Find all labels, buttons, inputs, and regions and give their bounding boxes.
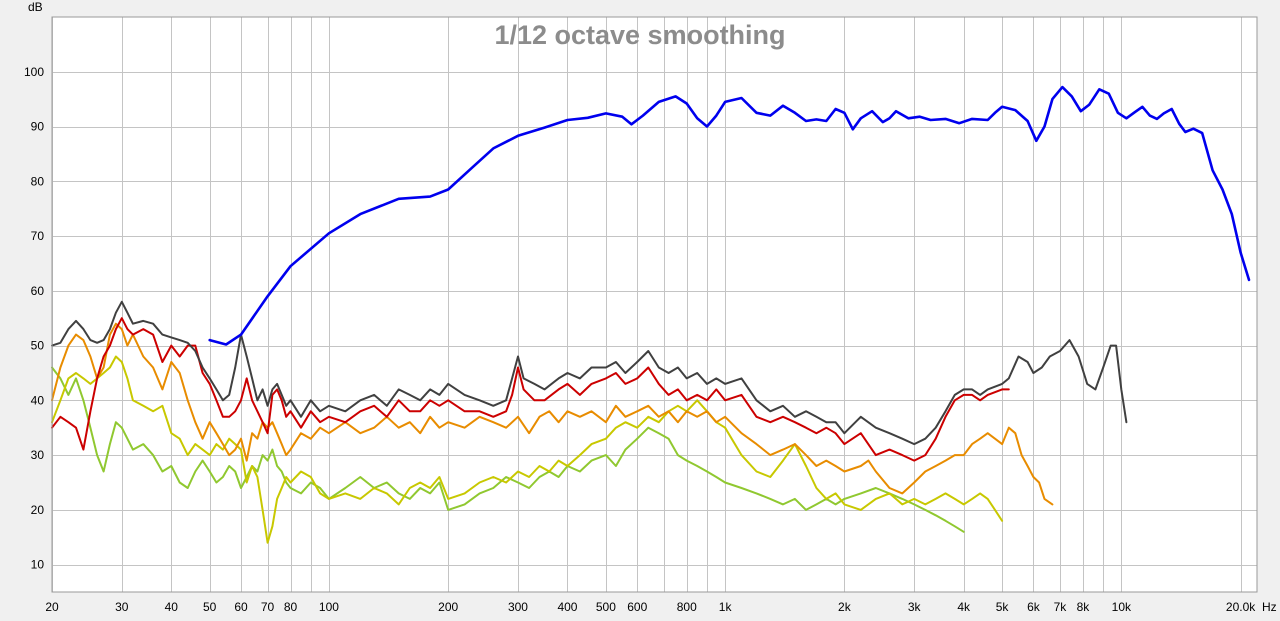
y-tick-label: 70 <box>31 229 45 243</box>
grid <box>52 17 1257 592</box>
x-tick-label: 10k <box>1112 600 1132 614</box>
x-tick-label: 1k <box>719 600 733 614</box>
y-tick-label: 100 <box>24 65 44 79</box>
y-tick-label: 50 <box>31 339 45 353</box>
x-tick-label: 40 <box>165 600 179 614</box>
x-tick-label: 400 <box>557 600 577 614</box>
y-tick-label: 90 <box>31 120 45 134</box>
series-line-2 <box>51 300 1128 446</box>
y-tick-label: 40 <box>31 393 45 407</box>
series-group <box>51 85 1251 544</box>
x-tick-label: 6k <box>1027 600 1041 614</box>
x-tick-label: 20 <box>45 600 59 614</box>
series-line-4 <box>51 322 1054 506</box>
x-tick-label: 80 <box>284 600 298 614</box>
x-tick-label: 5k <box>996 600 1010 614</box>
x-tick-label: 800 <box>677 600 697 614</box>
x-tick-label: 8k <box>1077 600 1091 614</box>
series-line-5 <box>51 355 1004 544</box>
x-tick-label: 30 <box>115 600 129 614</box>
x-tick-label: 3k <box>908 600 922 614</box>
y-tick-label: 30 <box>31 448 45 462</box>
x-axis-unit: Hz <box>1262 600 1277 614</box>
x-tick-labels: 20 30 40 50 60 70 80 100 200 300 400 500 600 800 1k 2k 3… <box>45 600 1256 614</box>
x-tick-label: 60 <box>234 600 248 614</box>
x-tick-label: 500 <box>596 600 616 614</box>
x-tick-label: 600 <box>627 600 647 614</box>
plot-frame <box>51 16 1258 593</box>
x-tick-label: 4k <box>957 600 971 614</box>
y-tick-labels: 10 20 30 40 50 60 70 80 90 100 <box>24 65 44 572</box>
x-tick-label: 2k <box>838 600 852 614</box>
chart-title: 1/12 octave smoothing <box>494 20 785 50</box>
x-tick-label: 100 <box>319 600 339 614</box>
y-tick-label: 80 <box>31 174 45 188</box>
y-tick-label: 60 <box>31 284 45 298</box>
series-line-6 <box>51 366 965 533</box>
series-line-3 <box>51 317 1010 462</box>
y-tick-label: 10 <box>31 558 45 572</box>
y-axis-label: dB <box>28 0 43 14</box>
x-tick-label: 50 <box>203 600 217 614</box>
x-tick-label: 70 <box>261 600 275 614</box>
x-tick-label: 300 <box>508 600 528 614</box>
series-line-1 <box>208 85 1251 346</box>
plot-area <box>52 17 1257 592</box>
y-tick-label: 20 <box>31 503 45 517</box>
x-tick-label: 200 <box>438 600 458 614</box>
x-tick-label: 20.0k <box>1226 600 1256 614</box>
x-tick-label: 7k <box>1054 600 1068 614</box>
